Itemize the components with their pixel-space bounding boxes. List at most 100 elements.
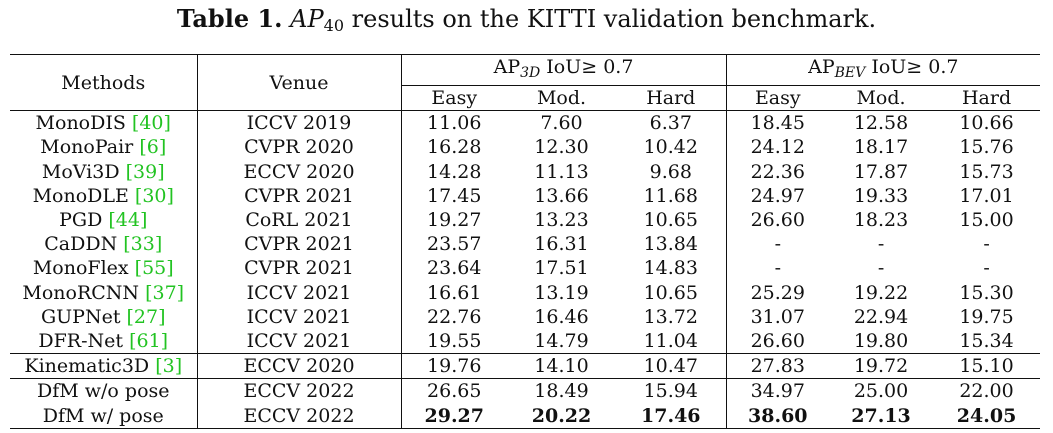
value-cell: 13.72 [643, 305, 698, 328]
caption-metric: AP40 [290, 5, 344, 35]
citation-link[interactable]: [40] [131, 112, 171, 135]
header-ap3d-easy: Easy [400, 84, 507, 111]
value-cell: 34.97 [725, 378, 830, 404]
value-cell: 14.79 [534, 329, 589, 352]
citation-link[interactable]: [55] [134, 257, 174, 280]
value-cell: 19.33 [853, 184, 909, 207]
table-caption: Table 1. AP40 results on the KITTI valid… [0, 4, 1053, 41]
table-row: MonoDLE [30] CVPR 2021 17.45 13.66 11.68 24.9… [10, 183, 1040, 208]
method-name: DfM w/o pose [37, 380, 170, 403]
value-cell: 11.04 [643, 329, 698, 352]
value-cell: 22.36 [725, 159, 830, 184]
value-cell: 25.00 [829, 378, 934, 404]
table-row: MonoRCNN [37] ICCV 2021 16.61 13.19 10.65 25.… [10, 280, 1040, 305]
value-cell: - [983, 233, 990, 256]
venue-cell: ICCV 2021 [196, 328, 401, 354]
value-cell: - [983, 257, 990, 280]
method-cell: MonoDIS [40] [10, 110, 197, 136]
value-cell: 17.01 [959, 184, 1014, 207]
method-name: Kinematic3D [24, 355, 150, 378]
method-name: GUPNet [40, 305, 121, 328]
value-cell: - [725, 256, 830, 281]
value-cell: 12.30 [534, 136, 589, 159]
value-cell: 9.68 [649, 160, 692, 183]
value-cell: 20.22 [507, 403, 616, 429]
table-body: MonoDIS [40] ICCV 2019 11.06 7.60 6.37 18.45 1… [10, 110, 1041, 429]
method-cell: Kinematic3D [3] [10, 353, 197, 379]
value-cell: 10.47 [616, 353, 727, 379]
table-row: Kinematic3D [3] ECCV 2020 19.76 14.10 10.47 2… [10, 353, 1041, 379]
value-cell: 11.06 [400, 110, 507, 136]
value-cell: 18.17 [853, 136, 909, 159]
header-group-ap3d: AP3D IoU≥ 0.7 [400, 54, 727, 86]
table-row: MonoPair [6] CVPR 2020 16.28 12.30 10.42 24.1… [10, 135, 1040, 160]
value-cell: 22.94 [853, 305, 909, 328]
value-cell: 16.28 [400, 135, 507, 160]
method-name: PGD [59, 209, 103, 232]
value-cell: 13.19 [534, 281, 589, 304]
caption-metric-sub: 40 [323, 16, 344, 35]
value-cell: - [725, 232, 830, 257]
citation-link[interactable]: [39] [125, 160, 165, 183]
header-ap3d-hard: Hard [616, 84, 727, 111]
value-cell: 14.83 [643, 257, 698, 280]
value-cell: 11.68 [643, 184, 698, 207]
venue-cell: CVPR 2020 [196, 135, 401, 160]
value-cell: 15.94 [616, 378, 727, 404]
value-cell: 6.37 [616, 110, 727, 136]
citation-link[interactable]: [27] [126, 305, 166, 328]
venue-cell: ICCV 2021 [196, 304, 401, 329]
value-cell: 22.76 [400, 304, 507, 329]
header-ap3d-mod: Mod. [507, 84, 616, 111]
method-name: MonoFlex [32, 257, 129, 280]
header-apbev-mod: Mod. [829, 84, 934, 111]
value-cell: 15.73 [959, 160, 1014, 183]
value-cell: 7.60 [507, 110, 616, 136]
citation-link[interactable]: [3] [155, 355, 183, 378]
value-cell: 10.65 [643, 209, 698, 232]
method-name: MonoDLE [32, 184, 129, 207]
value-cell: 12.58 [829, 110, 934, 136]
citation-link[interactable]: [37] [145, 281, 185, 304]
value-cell: 25.29 [725, 280, 830, 305]
table-row: DfM w/o pose ECCV 2022 26.65 18.49 15.94 34.9… [10, 378, 1041, 404]
value-cell: 17.46 [616, 403, 727, 429]
header-apbev-hard: Hard [933, 84, 1041, 111]
value-cell: 29.27 [400, 403, 507, 429]
value-cell: 19.80 [853, 329, 909, 352]
method-cell: DFR-Net [61] [10, 329, 197, 354]
value-cell: 18.23 [853, 209, 909, 232]
venue-cell: ICCV 2021 [196, 280, 401, 305]
method-cell: DfM w/o pose [10, 378, 197, 404]
value-cell: 18.49 [507, 378, 616, 404]
citation-link[interactable]: [44] [108, 209, 148, 232]
method-cell: PGD [44] [10, 208, 197, 232]
value-cell: 18.45 [725, 110, 830, 136]
method-cell: MonoPair [6] [10, 135, 197, 159]
caption-label: Table 1. [176, 4, 283, 33]
value-cell: 26.60 [725, 328, 830, 354]
table-row: PGD [44] CoRL 2021 19.27 13.23 10.65 26.60 18.… [10, 207, 1040, 233]
venue-cell: CVPR 2021 [196, 256, 401, 281]
value-cell: 19.76 [400, 353, 507, 379]
method-name: DFR-Net [38, 329, 124, 352]
citation-link[interactable]: [33] [123, 233, 163, 256]
table-row: MonoFlex [55] CVPR 2021 23.64 17.51 14.83- - - [10, 256, 1040, 281]
value-cell: 19.22 [853, 281, 909, 304]
method-cell: MoVi3D [39] [10, 160, 197, 184]
value-cell: 15.76 [959, 136, 1014, 159]
citation-link[interactable]: [61] [129, 329, 169, 352]
method-name: MonoDIS [35, 112, 126, 135]
value-cell: 16.31 [534, 233, 589, 256]
value-cell: 23.64 [400, 256, 507, 281]
value-cell: 24.05 [933, 403, 1041, 429]
citation-link[interactable]: [6] [139, 136, 167, 159]
value-cell: 13.23 [534, 209, 589, 232]
citation-link[interactable]: [30] [134, 184, 174, 207]
value-cell: 23.57 [400, 232, 507, 257]
value-cell: 22.00 [933, 378, 1041, 404]
header-apbev-easy: Easy [725, 84, 830, 111]
table-row: MonoDIS [40] ICCV 2019 11.06 7.60 6.37 18.45 1… [10, 110, 1041, 136]
venue-cell: CoRL 2021 [196, 207, 401, 233]
method-name: CaDDN [44, 233, 118, 256]
